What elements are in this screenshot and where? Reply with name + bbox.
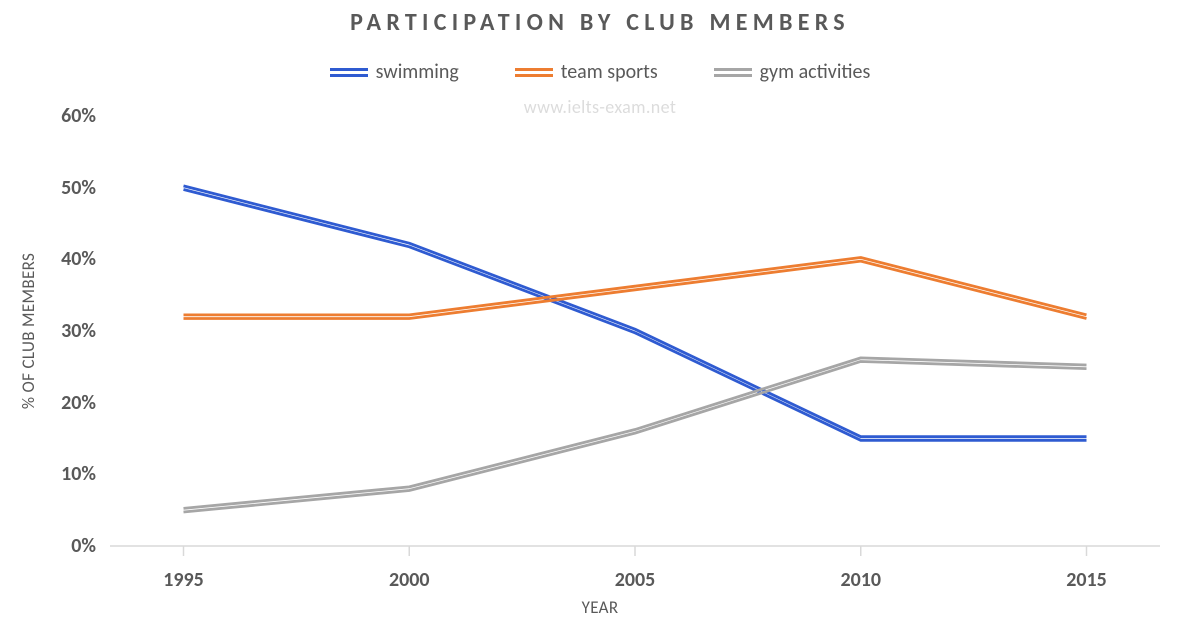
legend-label: gym activities xyxy=(760,60,871,84)
y-tick-label: 40% xyxy=(61,247,96,271)
y-tick-label: 60% xyxy=(61,104,96,128)
chart-title: PARTICIPATION BY CLUB MEMBERS xyxy=(0,8,1200,37)
y-tick-label: 20% xyxy=(61,391,96,415)
y-tick-label: 0% xyxy=(71,534,96,558)
legend-item: team sports xyxy=(515,60,658,84)
chart-svg xyxy=(110,116,1160,546)
legend-swatch xyxy=(330,66,368,78)
legend-item: swimming xyxy=(330,60,459,84)
y-tick-label: 10% xyxy=(61,462,96,486)
x-tick-label: 1995 xyxy=(163,568,204,592)
legend-swatch xyxy=(515,66,553,78)
legend-item: gym activities xyxy=(714,60,871,84)
series xyxy=(184,186,1087,440)
x-tick-label: 2010 xyxy=(840,568,881,592)
legend: swimming team sports gym activities xyxy=(0,60,1200,84)
legend-label: team sports xyxy=(561,60,658,84)
watermark: www.ielts-exam.net xyxy=(0,96,1200,118)
y-tick-label: 30% xyxy=(61,319,96,343)
legend-swatch xyxy=(714,66,752,78)
series xyxy=(184,258,1087,319)
legend-label: swimming xyxy=(376,60,459,84)
y-tick-label: 50% xyxy=(61,176,96,200)
x-tick-label: 2000 xyxy=(389,568,430,592)
x-tick-label: 2005 xyxy=(615,568,656,592)
chart-container: PARTICIPATION BY CLUB MEMBERS swimming te… xyxy=(0,0,1200,628)
plot-area: 0%10%20%30%40%50%60%19952000200520102015 xyxy=(110,116,1160,546)
x-tick-label: 2015 xyxy=(1066,568,1107,592)
series xyxy=(184,358,1087,512)
x-axis-label: YEAR xyxy=(0,597,1200,618)
y-axis-label: % OF CLUB MEMBERS xyxy=(18,201,39,461)
